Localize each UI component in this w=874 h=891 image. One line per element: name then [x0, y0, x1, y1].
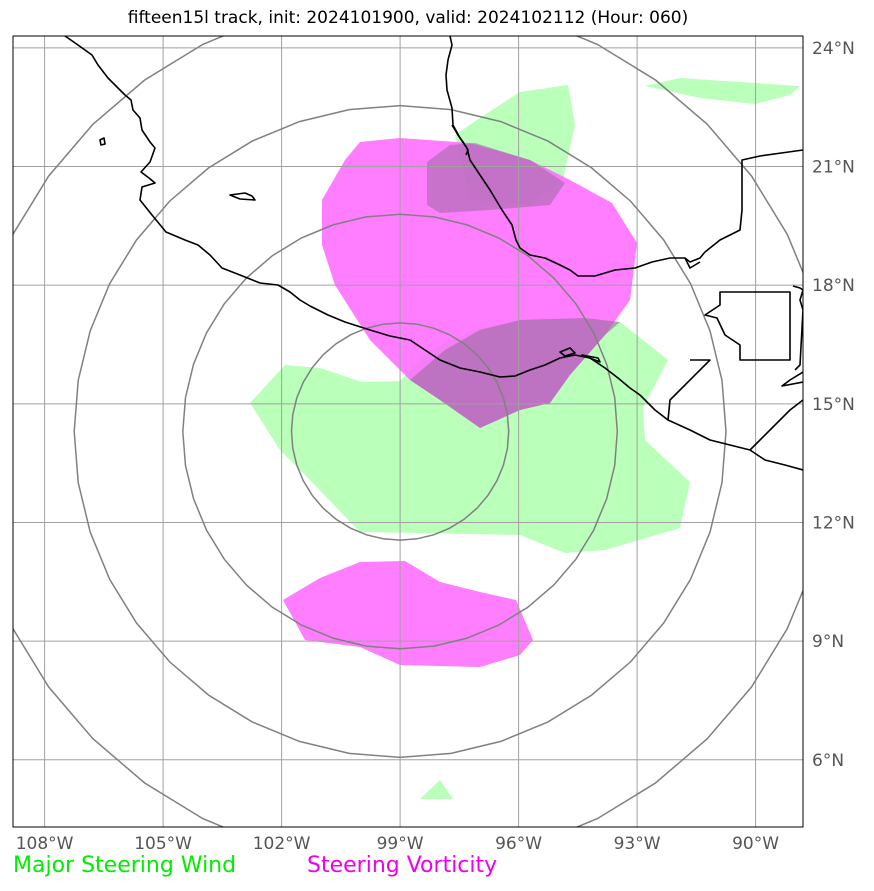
- coastline-belize: [792, 285, 803, 371]
- range-ring: [73, 104, 727, 759]
- longitude-labels: 108°W 105°W 102°W 99°W 96°W 93°W 90°W: [16, 834, 780, 854]
- wind-region-northeast: [645, 78, 800, 104]
- range-rings: [13, 36, 803, 827]
- longitude-tick-label: 93°W: [614, 834, 661, 854]
- wind-region-south: [420, 780, 453, 799]
- island-2: [229, 192, 256, 201]
- overlap-region-south: [410, 318, 620, 428]
- longitude-tick-label: 105°W: [134, 834, 192, 854]
- latitude-tick-label: 9°N: [812, 632, 844, 652]
- border-guatemala: [704, 291, 791, 361]
- coastline-mexico-pacific: [64, 36, 803, 471]
- legend-wind: Major Steering Wind: [13, 853, 237, 878]
- latitude-tick-label: 18°N: [812, 276, 855, 296]
- latitude-tick-label: 24°N: [812, 39, 855, 59]
- range-ring: [290, 322, 510, 541]
- longitude-tick-label: 108°W: [16, 834, 74, 854]
- map-frame: [12, 35, 804, 828]
- latitude-tick-label: 15°N: [812, 395, 855, 415]
- longitude-tick-label: 90°W: [732, 834, 779, 854]
- border-guatemala-south: [667, 359, 711, 421]
- coastline-central-america: [749, 371, 803, 451]
- overlap-region-north: [427, 143, 565, 213]
- coastlines: [64, 36, 803, 471]
- coastline-mexico-gulf: [445, 36, 803, 277]
- overlap-regions: [410, 143, 620, 428]
- latitude-labels: 6°N 9°N 12°N 15°N 18°N 21°N 24°N: [812, 39, 855, 771]
- lat-lon-grid: [13, 36, 803, 827]
- longitude-tick-label: 99°W: [377, 834, 424, 854]
- coastline-yucatan-detail: [451, 124, 701, 269]
- longitude-tick-label: 96°W: [495, 834, 542, 854]
- latitude-tick-label: 21°N: [812, 158, 855, 178]
- wind-region-main: [250, 318, 690, 553]
- range-ring: [13, 36, 803, 827]
- range-ring: [182, 213, 619, 650]
- latitude-tick-label: 12°N: [812, 513, 855, 533]
- lagoon-detail: [559, 347, 601, 363]
- island-1: [99, 137, 106, 146]
- legend-vorticity: Steering Vorticity: [307, 853, 498, 878]
- vorticity-region-south: [283, 561, 533, 667]
- longitude-tick-label: 102°W: [253, 834, 311, 854]
- map-title: fifteen15l track, init: 2024101900, vali…: [127, 8, 689, 28]
- latitude-tick-label: 6°N: [812, 751, 844, 771]
